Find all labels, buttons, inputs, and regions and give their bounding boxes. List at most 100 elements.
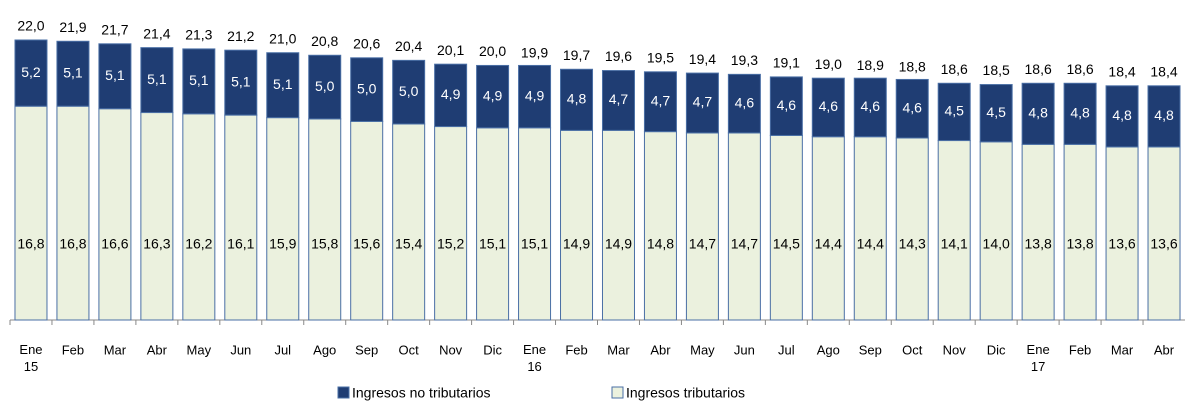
x-tick-line: Ene xyxy=(523,342,546,357)
bar-segment xyxy=(601,70,635,131)
data-label: 5,0 xyxy=(399,83,419,99)
total-label: 18,6 xyxy=(1066,61,1093,77)
bar-segment xyxy=(14,39,48,107)
bar-segment xyxy=(601,129,635,321)
data-label: 16,2 xyxy=(185,236,212,252)
total-label: 18,5 xyxy=(983,62,1010,78)
x-tick-label: Ago xyxy=(817,342,840,357)
x-tick-label: Mar xyxy=(607,342,630,357)
bar-segment xyxy=(769,76,803,136)
bar-segment xyxy=(98,108,132,321)
data-label: 5,1 xyxy=(147,71,167,87)
bar-segment xyxy=(56,40,90,107)
data-label: 13,6 xyxy=(1150,236,1177,252)
data-label: 4,6 xyxy=(735,94,755,110)
data-label: 14,9 xyxy=(605,236,632,252)
x-tick-label: Nov xyxy=(439,342,463,357)
total-label: 19,4 xyxy=(689,51,716,67)
data-label: 5,1 xyxy=(189,72,209,88)
bar-segment xyxy=(98,43,132,110)
x-tick-label: Jun xyxy=(230,342,251,357)
total-label: 18,4 xyxy=(1108,64,1135,80)
bar-segment xyxy=(1105,146,1139,321)
total-label: 19,5 xyxy=(647,50,674,66)
x-tick-label: Mar xyxy=(1111,342,1134,357)
total-label: 21,9 xyxy=(59,19,86,35)
data-label: 15,1 xyxy=(479,236,506,252)
bar-segment xyxy=(56,105,90,321)
data-label: 4,7 xyxy=(693,94,713,110)
bar-segment xyxy=(518,127,552,321)
bar-segment xyxy=(811,77,845,138)
data-label: 15,6 xyxy=(353,236,380,252)
bar-segment xyxy=(895,78,929,139)
data-label: 14,7 xyxy=(689,236,716,252)
bar-segment xyxy=(434,126,468,321)
data-label: 4,6 xyxy=(819,98,839,114)
x-tick-label: Feb xyxy=(1069,342,1091,357)
data-label: 5,0 xyxy=(357,80,377,96)
x-tick-line: Ene xyxy=(19,342,42,357)
data-label: 4,8 xyxy=(1112,107,1132,123)
total-label: 19,6 xyxy=(605,48,632,64)
bar-segment xyxy=(308,118,342,321)
x-tick-line: Ene xyxy=(1027,342,1050,357)
bar-segment xyxy=(1105,85,1139,148)
data-label: 15,4 xyxy=(395,236,422,252)
x-tick-label: Ene 15 xyxy=(19,342,42,374)
bar-segment xyxy=(1147,85,1181,148)
total-label: 18,6 xyxy=(941,61,968,77)
bar-segment xyxy=(1021,82,1055,145)
bar-segment xyxy=(266,117,300,321)
x-tick-label: Oct xyxy=(399,342,420,357)
total-label: 20,8 xyxy=(311,33,338,49)
total-label: 20,6 xyxy=(353,36,380,52)
bar-segment xyxy=(434,63,468,128)
total-label: 18,8 xyxy=(899,58,926,74)
bar-segment xyxy=(560,68,594,131)
bar-segment xyxy=(979,84,1013,143)
x-tick-label: Abr xyxy=(1154,342,1175,357)
data-label: 14,1 xyxy=(941,236,968,252)
data-label: 4,9 xyxy=(525,87,545,103)
bar-segment xyxy=(560,129,594,321)
data-label: 4,6 xyxy=(777,97,797,113)
data-label: 14,4 xyxy=(815,236,842,252)
bar-segment xyxy=(937,82,971,142)
data-label: 14,0 xyxy=(983,236,1010,252)
bar-segment xyxy=(350,57,384,122)
total-label: 22,0 xyxy=(17,18,44,34)
total-label: 21,2 xyxy=(227,28,254,44)
total-label: 19,9 xyxy=(521,44,548,60)
total-label: 20,0 xyxy=(479,43,506,59)
bar-segment xyxy=(853,77,887,138)
total-label: 18,4 xyxy=(1150,64,1177,80)
bar-segment xyxy=(182,48,216,115)
bar-segment xyxy=(727,73,761,134)
total-label: 20,4 xyxy=(395,38,422,54)
data-label: 4,6 xyxy=(861,98,881,114)
data-label: 16,3 xyxy=(143,236,170,252)
legend-label: Ingresos tributarios xyxy=(626,385,745,401)
total-label: 19,7 xyxy=(563,47,590,63)
x-tick-label: Abr xyxy=(650,342,671,357)
bar-segment xyxy=(476,64,510,129)
bar-segment xyxy=(769,134,803,321)
data-label: 4,8 xyxy=(1028,105,1048,121)
data-label: 4,9 xyxy=(483,87,503,103)
x-tick-label: Jul xyxy=(274,342,291,357)
data-label: 4,7 xyxy=(609,91,629,107)
data-label: 14,3 xyxy=(899,236,926,252)
x-tick-label: Feb xyxy=(62,342,84,357)
data-label: 5,1 xyxy=(105,67,125,83)
bar-segment xyxy=(266,52,300,119)
data-label: 13,8 xyxy=(1066,236,1093,252)
bar-segment xyxy=(140,47,174,114)
bar-segment xyxy=(853,136,887,321)
bar-segment xyxy=(476,127,510,321)
x-tick-label: Feb xyxy=(565,342,587,357)
data-label: 4,9 xyxy=(441,86,461,102)
data-label: 4,8 xyxy=(1154,107,1174,123)
x-tick-label: Dic xyxy=(987,342,1006,357)
data-label: 16,8 xyxy=(17,236,44,252)
